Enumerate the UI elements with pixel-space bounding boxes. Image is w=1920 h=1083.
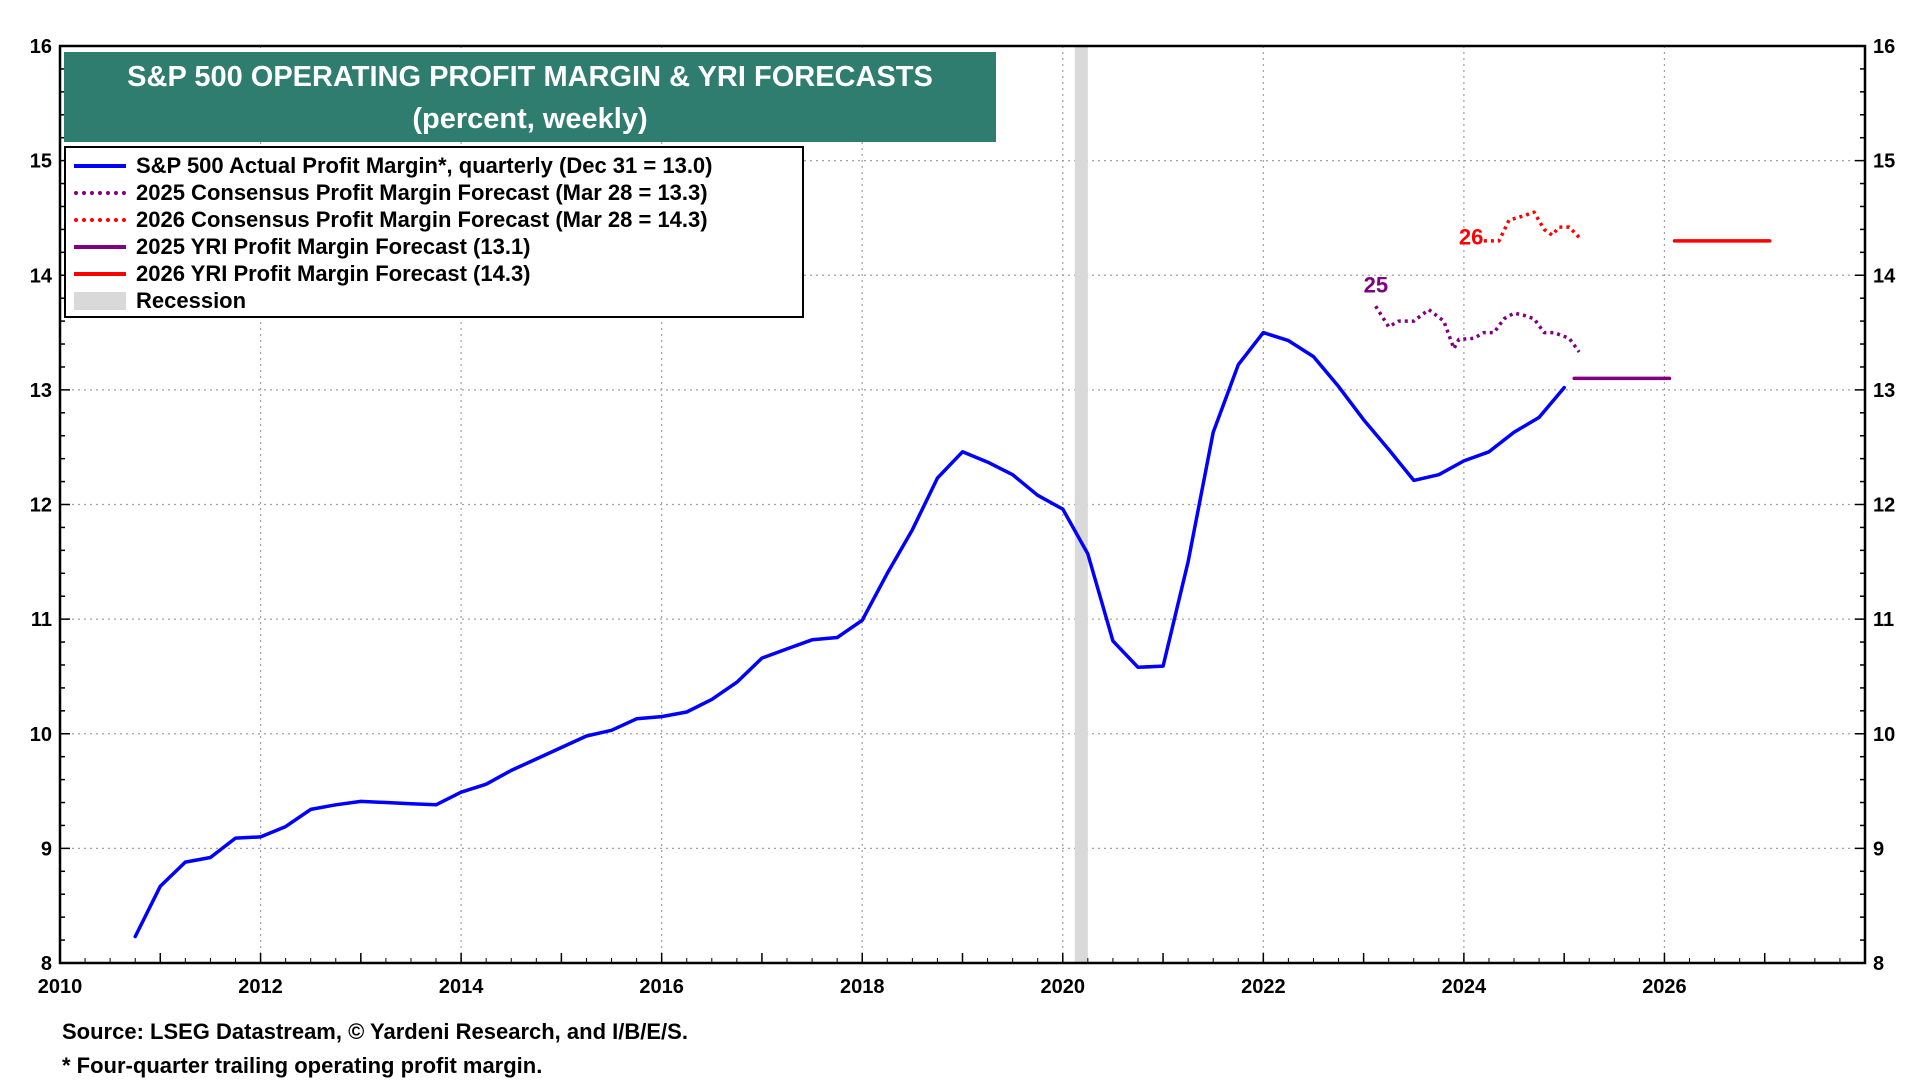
- y-tick-label-left: 11: [31, 609, 52, 631]
- axes: 8 8 9 9 10 10 11 11 12 12 13 13 14 14 15 15 16 16 2010 2012…: [30, 36, 1896, 998]
- y-tick-label-right: 13: [1873, 380, 1895, 402]
- x-tick-label: 2012: [238, 976, 283, 998]
- legend-item: 2026 Consensus Profit Margin Forecast (M…: [74, 206, 802, 233]
- x-tick-label: 2014: [439, 976, 484, 998]
- legend-label: Recession: [136, 287, 247, 313]
- y-tick-label-left: 14: [30, 265, 53, 287]
- y-tick-label-left: 8: [41, 953, 52, 975]
- x-tick-label: 2010: [38, 976, 83, 998]
- x-tick-label: 2020: [1041, 976, 1086, 998]
- x-tick-label: 2022: [1241, 976, 1286, 998]
- y-tick-label-left: 10: [30, 724, 52, 746]
- x-tick-label: 2026: [1642, 976, 1687, 998]
- legend-item: 2025 YRI Profit Margin Forecast (13.1): [74, 233, 802, 260]
- legend-swatch: [74, 244, 126, 249]
- y-tick-label-right: 15: [1873, 151, 1895, 173]
- recession-bar: [1074, 46, 1088, 963]
- x-tick-label: 2018: [840, 976, 885, 998]
- legend-swatch: [74, 217, 126, 222]
- legend-label: 2025 Consensus Profit Margin Forecast (M…: [136, 179, 708, 205]
- legend-item: 2025 Consensus Profit Margin Forecast (M…: [74, 179, 802, 206]
- legend-swatch: [74, 190, 126, 195]
- legend-swatch: [74, 163, 126, 168]
- y-tick-label-right: 10: [1873, 724, 1895, 746]
- chart-title-box: S&P 500 OPERATING PROFIT MARGIN & YRI FO…: [64, 52, 996, 142]
- y-tick-label-left: 13: [30, 380, 52, 402]
- y-tick-label-left: 12: [30, 495, 52, 517]
- margin-footnote: * Four-quarter trailing operating profit…: [62, 1053, 543, 1078]
- legend-label: 2026 Consensus Profit Margin Forecast (M…: [136, 206, 708, 232]
- y-tick-label-right: 9: [1873, 838, 1884, 860]
- legend-label: 2026 YRI Profit Margin Forecast (14.3): [136, 260, 531, 286]
- x-tick-label: 2016: [639, 976, 684, 998]
- series-annotation: 26: [1459, 224, 1483, 249]
- y-tick-label-right: 8: [1873, 953, 1884, 975]
- annotations: 25 26: [1364, 224, 1484, 297]
- series-line-3: [1483, 210, 1581, 243]
- legend-label: 2025 YRI Profit Margin Forecast (13.1): [136, 233, 531, 259]
- legend-item: Recession: [74, 287, 802, 314]
- series-line-2: [1374, 305, 1581, 354]
- y-tick-label-right: 12: [1873, 495, 1895, 517]
- y-tick-label-right: 16: [1873, 36, 1895, 58]
- y-tick-label-left: 15: [30, 151, 52, 173]
- legend-item: S&P 500 Actual Profit Margin*, quarterly…: [74, 152, 802, 179]
- legend: S&P 500 Actual Profit Margin*, quarterly…: [64, 146, 804, 318]
- y-tick-label-left: 16: [30, 36, 52, 58]
- series-line-1: [133, 330, 1566, 939]
- recession-shading: [1074, 46, 1088, 963]
- legend-swatch: [74, 291, 126, 310]
- x-tick-label: 2024: [1442, 976, 1487, 998]
- footnotes: Source: LSEG Datastream, © Yardeni Resea…: [62, 1015, 688, 1083]
- y-tick-label-right: 11: [1873, 609, 1894, 631]
- chart-subtitle: (percent, weekly): [412, 103, 648, 135]
- legend-item: 2026 YRI Profit Margin Forecast (14.3): [74, 260, 802, 287]
- series-group: [133, 210, 1772, 939]
- y-tick-label-left: 9: [41, 838, 52, 860]
- legend-label: S&P 500 Actual Profit Margin*, quarterly…: [136, 152, 713, 178]
- series-annotation: 25: [1364, 272, 1388, 297]
- y-tick-label-right: 14: [1873, 265, 1896, 287]
- chart-title: S&P 500 OPERATING PROFIT MARGIN & YRI FO…: [127, 61, 933, 93]
- legend-swatch: [74, 271, 126, 276]
- source-note: Source: LSEG Datastream, © Yardeni Resea…: [62, 1019, 688, 1044]
